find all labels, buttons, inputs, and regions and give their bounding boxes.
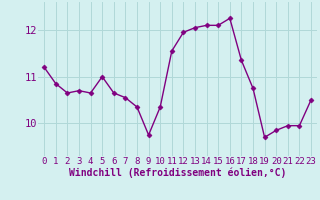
X-axis label: Windchill (Refroidissement éolien,°C): Windchill (Refroidissement éolien,°C) bbox=[69, 168, 286, 178]
